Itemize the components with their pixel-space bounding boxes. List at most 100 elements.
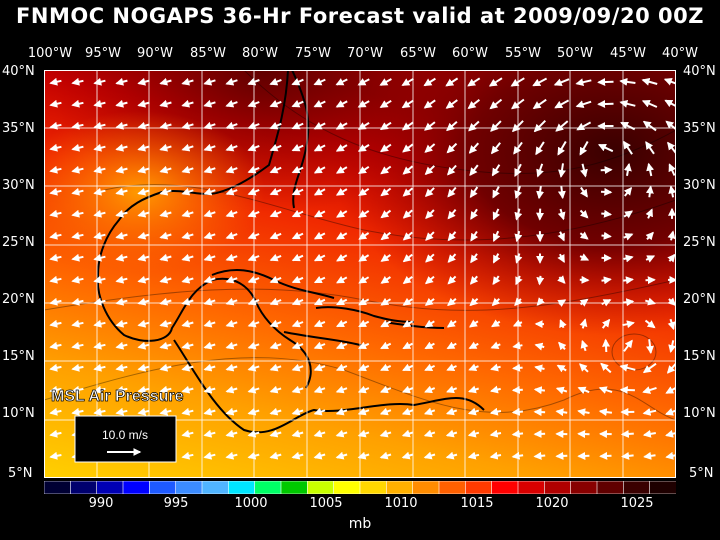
wind-arrow [181, 407, 194, 416]
wind-arrow [357, 385, 370, 394]
wind-arrow [225, 385, 238, 394]
wind-arrow [49, 121, 62, 130]
wind-arrow [203, 187, 216, 196]
wind-arrow [313, 341, 326, 350]
wind-arrow [379, 78, 392, 86]
wind-arrow [269, 341, 282, 350]
wind-arrow [71, 231, 84, 240]
wind-arrow [181, 231, 194, 240]
wind-arrow [358, 187, 370, 197]
map-border [44, 70, 676, 478]
wind-arrow [401, 385, 414, 394]
wind-arrow [619, 385, 635, 394]
wind-arrow [599, 451, 612, 460]
colorbar-label: 1005 [309, 496, 343, 511]
wind-arrow [424, 385, 436, 394]
wind-arrow [423, 407, 436, 416]
wind-arrow [623, 276, 634, 285]
wind-arrow [336, 275, 348, 284]
wind-arrow [380, 297, 392, 306]
wind-arrow [225, 209, 238, 218]
wind-arrow [71, 297, 84, 306]
lat-label: 35°N [683, 121, 716, 136]
wind-arrow [71, 319, 84, 328]
wind-arrow [137, 297, 150, 306]
wind-arrow [358, 275, 370, 284]
wind-arrow [291, 429, 304, 438]
wind-arrow [579, 318, 588, 329]
wind-arrow [534, 364, 545, 373]
colorbar-swatch [386, 481, 414, 494]
wind-arrow [247, 165, 260, 174]
wind-arrow [358, 232, 370, 240]
wind-arrow [620, 121, 636, 131]
wind-arrow [597, 143, 614, 153]
wind-arrow [291, 451, 304, 460]
lat-label: 25°N [2, 235, 35, 250]
colorbar-swatch [201, 481, 229, 494]
wind-arrow [49, 297, 62, 306]
map-title: FNMOC NOGAPS 36-Hr Forecast valid at 200… [16, 4, 704, 28]
wind-arrow [137, 275, 150, 284]
wind-arrow [269, 253, 282, 262]
wind-arrow [470, 208, 478, 220]
wind-arrow [49, 429, 62, 438]
wind-arrow [490, 142, 501, 155]
wind-arrow [401, 451, 414, 460]
wind-arrow [447, 275, 457, 285]
wind-arrow [380, 231, 391, 241]
wind-arrow [402, 231, 413, 241]
lon-label: 95°W [85, 46, 121, 61]
wind-arrow [424, 297, 435, 306]
wind-arrow [93, 209, 106, 218]
wind-arrow [620, 429, 634, 438]
wind-arrow [93, 319, 106, 328]
wind-arrow [512, 363, 523, 372]
wind-arrow [291, 121, 304, 130]
colorbar-swatch [175, 481, 203, 494]
lat-label: 40°N [683, 64, 716, 79]
wind-arrow [159, 209, 172, 218]
wind-arrow [335, 341, 348, 350]
wind-arrow [357, 122, 370, 130]
wind-arrow [380, 275, 391, 284]
wind-arrow [646, 339, 654, 355]
wind-arrow [225, 319, 238, 328]
wind-arrow [532, 98, 547, 110]
wind-arrow [423, 77, 436, 87]
wind-arrow [335, 451, 348, 460]
wind-arrow [137, 187, 150, 196]
wind-arrow [644, 319, 656, 329]
wind-arrow [380, 363, 392, 372]
wind-arrow [269, 297, 282, 306]
colorbar-swatch [96, 481, 124, 494]
wind-arrow [380, 253, 391, 262]
wind-arrow [93, 143, 106, 152]
wind-arrow [159, 341, 172, 350]
wind-arrow [291, 407, 304, 416]
wind-arrow [291, 99, 304, 108]
colorbar-swatch [70, 481, 98, 494]
wind-arrow [580, 163, 588, 178]
wind-arrow [511, 429, 524, 438]
units-label: mb [348, 516, 372, 532]
wind-arrow [93, 165, 106, 174]
wind-arrow [622, 320, 635, 329]
wind-arrow [269, 451, 282, 460]
wind-arrow [181, 165, 194, 174]
wind-arrow [247, 341, 260, 350]
wind-arrow [357, 363, 370, 372]
wind-arrow [291, 341, 304, 350]
wind-arrow [71, 385, 84, 394]
wind-arrow [534, 342, 545, 351]
wind-arrow [159, 407, 172, 416]
wind-arrow [181, 297, 194, 306]
wind-arrow [247, 429, 260, 438]
wind-arrow [93, 121, 106, 130]
wind-arrow [663, 78, 676, 86]
wind-arrow [646, 162, 655, 177]
wind-arrow [115, 253, 128, 262]
wind-arrow [379, 429, 392, 438]
wind-arrow [247, 99, 260, 108]
wind-arrow [600, 166, 613, 175]
